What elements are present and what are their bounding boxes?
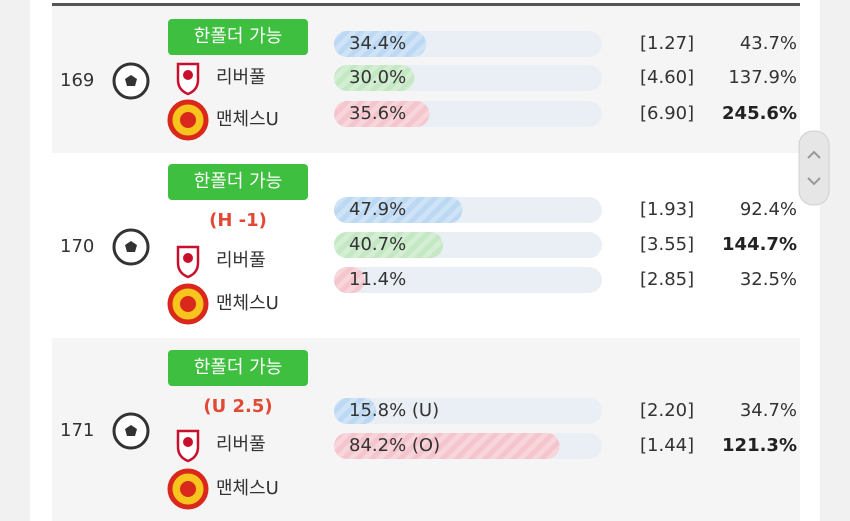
team-name: 리버풀 <box>216 250 266 271</box>
odds: [2.85] <box>640 269 694 290</box>
team-logo-center <box>180 481 196 497</box>
team-logo-bird <box>183 253 193 263</box>
bar-label: 15.8% (U) <box>349 400 439 421</box>
bar-label: 35.6% <box>349 103 406 124</box>
bar-stripe <box>334 197 463 223</box>
bar-label: 11.4% <box>349 269 406 290</box>
soccer-ball-patch <box>125 75 137 86</box>
odds: [4.60] <box>640 67 694 88</box>
scroll-buttons[interactable] <box>798 130 830 206</box>
match-number: 171 <box>60 420 94 441</box>
match-number: 170 <box>60 236 94 257</box>
bar-label: 84.2% (O) <box>349 435 440 456</box>
bar-track <box>334 398 602 424</box>
badge-text: 한폴더 가능 <box>194 171 283 192</box>
payout: 144.7% <box>722 234 797 255</box>
bar-label: 40.7% <box>349 234 406 255</box>
odds: [6.90] <box>640 103 694 124</box>
team-name: 맨체스U <box>216 478 279 499</box>
odds: [1.44] <box>640 435 694 456</box>
bar-label: 47.9% <box>349 199 406 220</box>
soccer-ball-patch <box>125 425 137 436</box>
odds: [1.27] <box>640 33 694 54</box>
team-name: 리버풀 <box>216 67 266 88</box>
bar-stripe <box>334 433 560 459</box>
payout: 245.6% <box>722 103 797 124</box>
payout: 92.4% <box>740 199 797 220</box>
bar-stripe <box>334 65 415 91</box>
badge <box>168 350 308 386</box>
team-logo-bird <box>183 437 193 447</box>
bar-track <box>334 267 602 293</box>
odds: [1.93] <box>640 199 694 220</box>
bar-stripe <box>334 267 365 293</box>
bar-stripe <box>334 31 427 57</box>
bar-stripe <box>334 398 377 424</box>
team-name: 맨체스U <box>216 109 279 130</box>
team-name: 리버풀 <box>216 434 266 455</box>
condition: (H -1) <box>209 210 267 231</box>
odds: [3.55] <box>640 234 694 255</box>
bar-stripe <box>334 232 444 258</box>
badge-text: 한폴더 가능 <box>194 26 283 47</box>
team-logo-bird <box>183 70 193 80</box>
badge <box>168 19 308 55</box>
bar-label: 30.0% <box>349 67 406 88</box>
soccer-ball-patch <box>125 241 137 252</box>
bar-label: 34.4% <box>349 33 406 54</box>
bar-stripe <box>334 101 430 127</box>
odds: [2.20] <box>640 400 694 421</box>
team-logo-center <box>180 112 196 128</box>
payout: 34.7% <box>740 400 797 421</box>
condition: (U 2.5) <box>203 396 272 417</box>
top-rule <box>52 3 800 6</box>
payout: 32.5% <box>740 269 797 290</box>
badge-text: 한폴더 가능 <box>194 357 283 378</box>
payout: 43.7% <box>740 33 797 54</box>
payout: 137.9% <box>728 67 797 88</box>
team-logo-center <box>180 296 196 312</box>
team-name: 맨체스U <box>216 293 279 314</box>
match-number: 169 <box>60 70 94 91</box>
row-background <box>52 338 800 521</box>
badge <box>168 164 308 200</box>
payout: 121.3% <box>722 435 797 456</box>
